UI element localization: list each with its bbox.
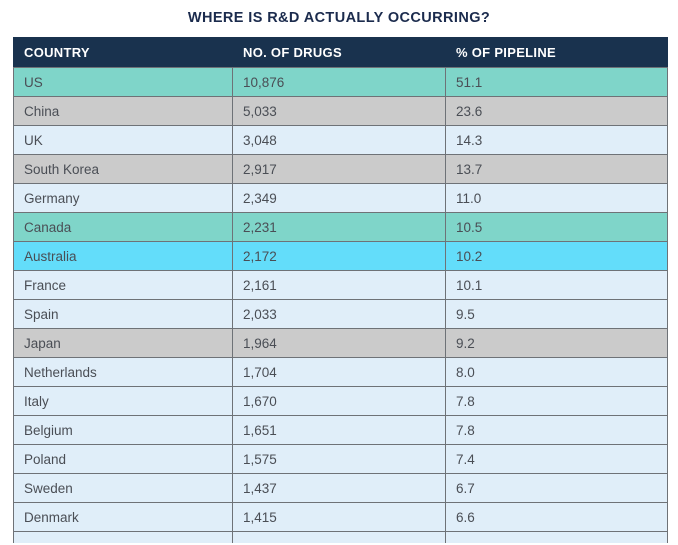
table-body: US 10,876 51.1 China 5,033 23.6 UK 3,048 14.3 Sou… — [13, 67, 668, 543]
drugs-cell: 2,231 — [232, 212, 446, 242]
table-row: UK 3,048 14.3 — [13, 125, 668, 155]
pipeline-cell: 8.0 — [445, 357, 668, 387]
table-row: Belgium 1,651 7.8 — [13, 415, 668, 445]
country-cell: South Korea — [13, 154, 233, 184]
table-row-partial — [13, 531, 668, 543]
empty-cell — [445, 531, 668, 543]
table-row: Australia 2,172 10.2 — [13, 241, 668, 271]
country-cell: UK — [13, 125, 233, 155]
country-cell: Netherlands — [13, 357, 233, 387]
drugs-cell: 2,917 — [232, 154, 446, 184]
table-row: Germany 2,349 11.0 — [13, 183, 668, 213]
pipeline-cell: 7.8 — [445, 415, 668, 445]
country-cell: US — [13, 67, 233, 97]
table-row: Sweden 1,437 6.7 — [13, 473, 668, 503]
table-header-row: COUNTRY NO. OF DRUGS % OF PIPELINE — [13, 37, 668, 68]
table-row: Canada 2,231 10.5 — [13, 212, 668, 242]
drugs-cell: 2,349 — [232, 183, 446, 213]
pipeline-cell: 23.6 — [445, 96, 668, 126]
country-cell: Poland — [13, 444, 233, 474]
table-row: Japan 1,964 9.2 — [13, 328, 668, 358]
country-cell: Denmark — [13, 502, 233, 532]
pipeline-cell: 51.1 — [445, 67, 668, 97]
drugs-cell: 1,415 — [232, 502, 446, 532]
drugs-cell: 10,876 — [232, 67, 446, 97]
table-row: Denmark 1,415 6.6 — [13, 502, 668, 532]
table-row: Italy 1,670 7.8 — [13, 386, 668, 416]
table-row: South Korea 2,917 13.7 — [13, 154, 668, 184]
drugs-cell: 1,704 — [232, 357, 446, 387]
pipeline-cell: 9.5 — [445, 299, 668, 329]
column-header-pct-of-pipeline: % OF PIPELINE — [445, 37, 668, 68]
table-row: Poland 1,575 7.4 — [13, 444, 668, 474]
drugs-cell: 5,033 — [232, 96, 446, 126]
drugs-cell: 1,964 — [232, 328, 446, 358]
pipeline-cell: 7.4 — [445, 444, 668, 474]
pipeline-cell: 6.6 — [445, 502, 668, 532]
pipeline-cell: 6.7 — [445, 473, 668, 503]
table-row: Netherlands 1,704 8.0 — [13, 357, 668, 387]
country-cell: Japan — [13, 328, 233, 358]
country-cell: Italy — [13, 386, 233, 416]
drugs-cell: 1,437 — [232, 473, 446, 503]
table-row: France 2,161 10.1 — [13, 270, 668, 300]
country-cell: Spain — [13, 299, 233, 329]
drugs-cell: 3,048 — [232, 125, 446, 155]
country-cell: France — [13, 270, 233, 300]
pipeline-cell: 10.2 — [445, 241, 668, 271]
country-cell: Australia — [13, 241, 233, 271]
pipeline-cell: 10.5 — [445, 212, 668, 242]
country-cell: China — [13, 96, 233, 126]
drugs-cell: 2,161 — [232, 270, 446, 300]
country-cell: Canada — [13, 212, 233, 242]
country-cell: Sweden — [13, 473, 233, 503]
pipeline-cell: 13.7 — [445, 154, 668, 184]
empty-cell — [232, 531, 446, 543]
empty-cell — [13, 531, 233, 543]
pipeline-cell: 7.8 — [445, 386, 668, 416]
column-header-no-of-drugs: NO. OF DRUGS — [232, 37, 446, 68]
rd-country-table: COUNTRY NO. OF DRUGS % OF PIPELINE US 10,… — [13, 37, 668, 543]
table-row: China 5,033 23.6 — [13, 96, 668, 126]
drugs-cell: 1,651 — [232, 415, 446, 445]
pipeline-cell: 14.3 — [445, 125, 668, 155]
drugs-cell: 1,575 — [232, 444, 446, 474]
country-cell: Germany — [13, 183, 233, 213]
column-header-country: COUNTRY — [13, 37, 233, 68]
drugs-cell: 2,172 — [232, 241, 446, 271]
drugs-cell: 1,670 — [232, 386, 446, 416]
pipeline-cell: 11.0 — [445, 183, 668, 213]
pipeline-cell: 9.2 — [445, 328, 668, 358]
page-title: WHERE IS R&D ACTUALLY OCCURRING? — [187, 10, 491, 26]
country-cell: Belgium — [13, 415, 233, 445]
table-row: US 10,876 51.1 — [13, 67, 668, 97]
table-row: Spain 2,033 9.5 — [13, 299, 668, 329]
pipeline-cell: 10.1 — [445, 270, 668, 300]
drugs-cell: 2,033 — [232, 299, 446, 329]
